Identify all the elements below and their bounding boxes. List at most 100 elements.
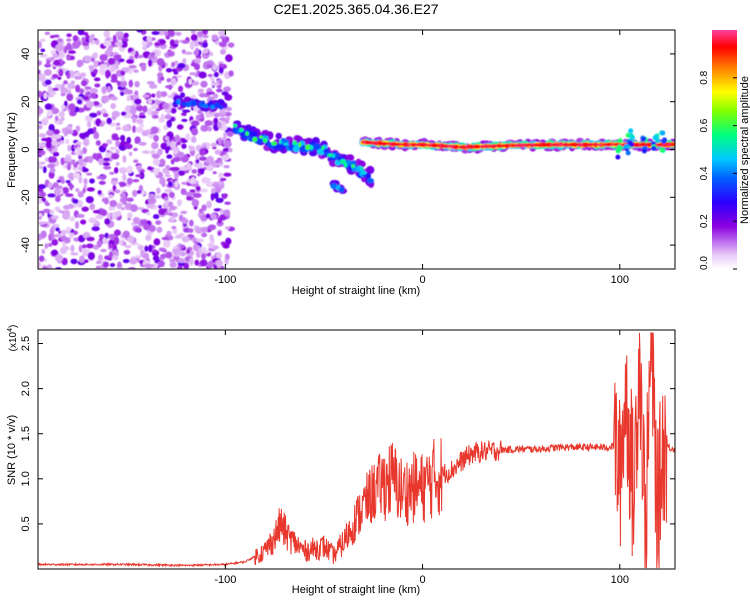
spectrogram-cell (63, 157, 72, 162)
spectrogram-cell (164, 200, 169, 206)
spectrogram-ytick-label: -20 (20, 189, 32, 205)
spectrogram-cell (365, 172, 372, 180)
spectrogram-cell (406, 143, 412, 146)
spectrogram-cell (156, 149, 163, 156)
spectrogram-cell (617, 138, 623, 144)
spectrogram-cell (56, 179, 62, 183)
spectrogram-cell (222, 38, 230, 43)
spectrogram-cell (159, 40, 166, 44)
spectrogram-cell (124, 143, 133, 150)
snr-scale-prefix: (x10 (8, 331, 19, 351)
spectrogram-cell (98, 233, 105, 239)
spectrogram-cell (193, 193, 202, 198)
spectrogram-cell (103, 197, 109, 205)
spectrogram-cell (151, 93, 156, 98)
spectrogram-cell (173, 39, 180, 45)
spectrogram-cell (46, 59, 51, 67)
spectrogram-cell (210, 187, 216, 194)
spectrogram-cell (121, 207, 125, 211)
spectrogram-cell (122, 258, 130, 264)
spectrogram-cell (126, 197, 134, 202)
spectrogram-cell (159, 158, 166, 167)
spectrogram-cell (44, 243, 49, 249)
spectrogram-cell (166, 78, 171, 83)
spectrogram-cell (38, 184, 47, 190)
spectrogram-cell (65, 226, 72, 232)
spectrogram-cell (142, 45, 148, 51)
spectrogram-cell (179, 251, 187, 257)
spectrogram-cell (38, 255, 45, 262)
spectrogram-cell (202, 30, 209, 35)
spectrogram-cell (154, 171, 159, 176)
spectrogram-cell (113, 167, 119, 174)
spectrogram-cell (197, 88, 204, 93)
spectrogram-cell (173, 70, 179, 75)
spectrogram-cell (53, 182, 59, 187)
spectrogram-cell (340, 159, 346, 164)
spectrogram-cell (170, 107, 177, 114)
spectrogram-cell (38, 261, 42, 269)
snr-ytick-label: 0.5 (20, 516, 32, 531)
spectrogram-cell (60, 235, 67, 242)
spectrogram-cell (52, 151, 60, 157)
spectrogram-cell (51, 239, 59, 246)
spectrogram-cell (177, 265, 183, 269)
spectrogram-cell (44, 103, 53, 111)
spectrogram-cell (140, 249, 145, 257)
spectrogram-cell (130, 204, 138, 213)
spectrogram-cell (186, 195, 192, 201)
spectrogram-cell (136, 118, 144, 125)
spectrogram-cell (119, 181, 127, 187)
spectrogram-cell (69, 216, 75, 222)
spectrogram-cell (121, 111, 127, 116)
spectrogram-cell (70, 244, 75, 253)
spectrogram-cell (51, 249, 58, 256)
spectrogram-cell (110, 73, 118, 82)
spectrogram-cell (169, 39, 175, 47)
spectrogram-cell (76, 146, 81, 152)
spectrogram-cell (102, 112, 109, 118)
spectrogram-cell (63, 80, 68, 85)
spectrogram-cell (101, 86, 107, 94)
spectrogram-cell (86, 236, 95, 242)
spectrogram-cell (96, 110, 102, 116)
spectrogram-cell (133, 159, 139, 164)
spectrogram-cell (193, 49, 199, 56)
spectrogram-cell (89, 35, 94, 44)
spectrogram-cell (214, 102, 220, 108)
snr-ytick-label: 1.5 (20, 426, 32, 441)
spectrogram-cell (53, 53, 59, 59)
spectrogram-cell (99, 209, 108, 217)
spectrogram-cell (106, 117, 112, 125)
spectrogram-cell (89, 178, 95, 184)
spectrogram-cell (189, 72, 196, 76)
spectrogram-cell (141, 150, 151, 154)
colorbar-label: Normalized spectral amplitude (739, 76, 750, 224)
spectrogram-cell (173, 60, 179, 66)
colorbar-tick-label: 0.4 (699, 166, 710, 180)
spectrogram-cell (628, 128, 634, 134)
spectrogram-cell (182, 58, 187, 64)
chart-title: C2E1.2025.365.04.36.E27 (273, 1, 438, 17)
spectrogram-cell (117, 261, 122, 268)
spectrogram-cell (54, 115, 59, 122)
spectrogram-cell (76, 213, 85, 218)
colorbar-gradient (712, 30, 737, 269)
spectrogram-cell (207, 224, 217, 231)
spectrogram-cell (53, 59, 61, 66)
spectrogram-cell (213, 71, 219, 78)
spectrogram-cell (166, 230, 172, 236)
spectrogram-cell (156, 226, 163, 233)
spectrogram-heatmap (38, 30, 675, 269)
spectrogram-cell (104, 218, 111, 225)
spectrogram-cell (210, 192, 215, 201)
spectrogram-cell (179, 92, 186, 98)
spectrogram-cell (112, 34, 117, 43)
spectrogram-cell (79, 88, 85, 94)
spectrogram-cell (40, 230, 47, 239)
spectrogram-cell (73, 172, 81, 179)
spectrogram-cell (155, 220, 162, 225)
spectrogram-cell (107, 234, 116, 239)
spectrogram-cell (146, 211, 151, 216)
